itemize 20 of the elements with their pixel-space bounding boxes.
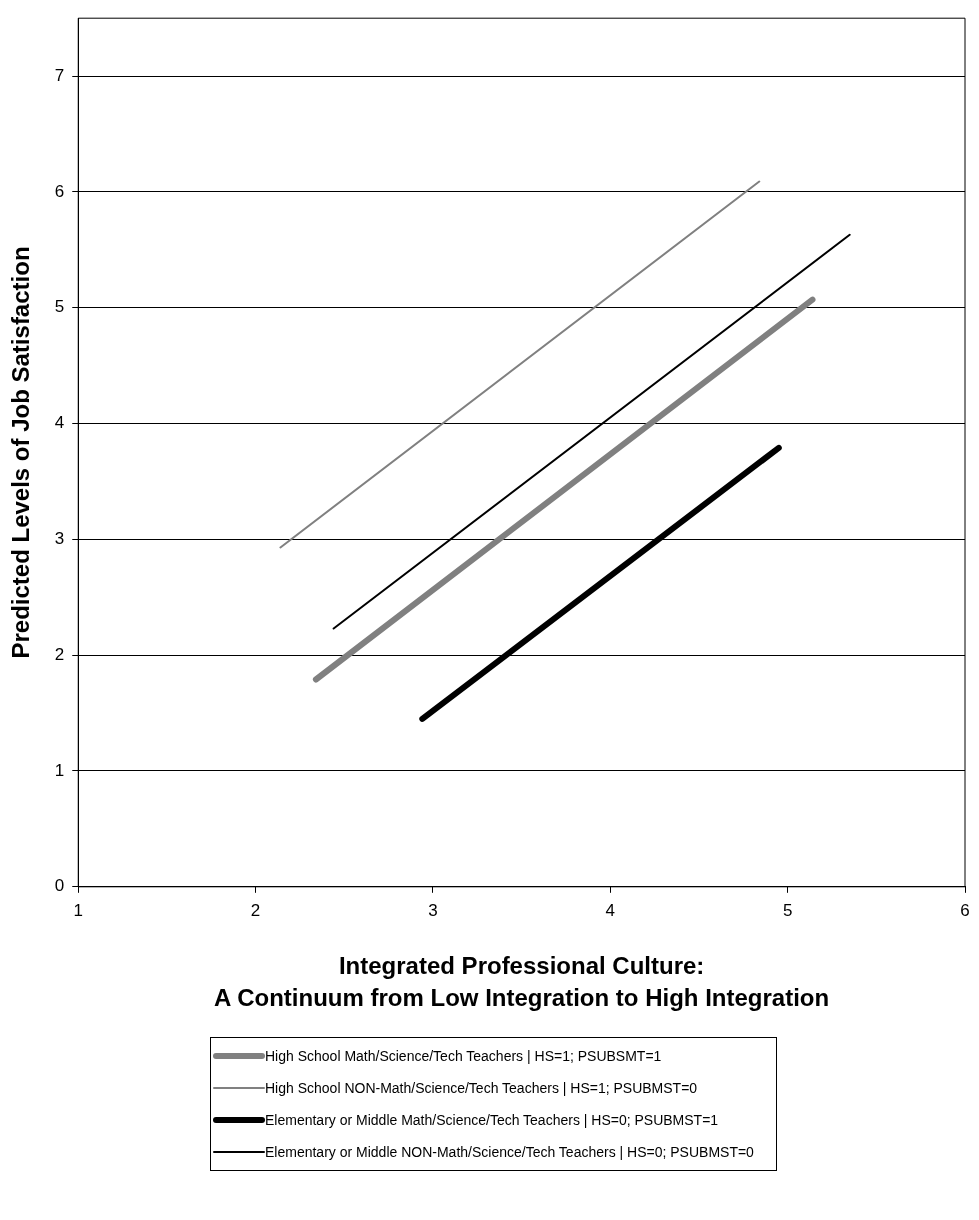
y-tick-label: 0 (54, 876, 65, 896)
y-tick-label: 3 (54, 529, 65, 549)
y-tick-label: 1 (54, 760, 65, 780)
legend-label: High School NON-Math/Science/Tech Teachers | HS=1; PSUBMST=0 (265, 1080, 698, 1096)
legend-label: High School Math/Science/Tech Teachers | HS=1; PSUBSMT=1 (265, 1048, 662, 1064)
y-tick-label: 7 (54, 65, 65, 85)
legend-label: Elementary or Middle Math/Science/Tech Teachers | HS=0; PSUBMST=1 (265, 1112, 719, 1128)
x-tick-label: 1 (73, 900, 83, 920)
x-tick-label: 4 (605, 900, 616, 920)
y-tick-label: 6 (54, 181, 65, 201)
legend-label: Elementary or Middle NON-Math/Science/Tech Teachers | HS=0; PSUBMST=0 (265, 1144, 754, 1160)
x-tick-label: 5 (782, 900, 793, 920)
y-tick-label: 2 (54, 644, 65, 664)
y-tick-label: 5 (54, 297, 65, 317)
x-tick-label: 3 (428, 900, 438, 920)
y-axis-title: Predicted Levels of Job Satisfaction (7, 246, 35, 659)
x-tick-label: 2 (250, 900, 261, 920)
x-axis-title: Integrated Professional Culture: A Continuum from Low Integration to High Integration (214, 952, 830, 1012)
y-tick-label: 4 (54, 413, 65, 433)
x-tick-label: 6 (960, 900, 970, 920)
